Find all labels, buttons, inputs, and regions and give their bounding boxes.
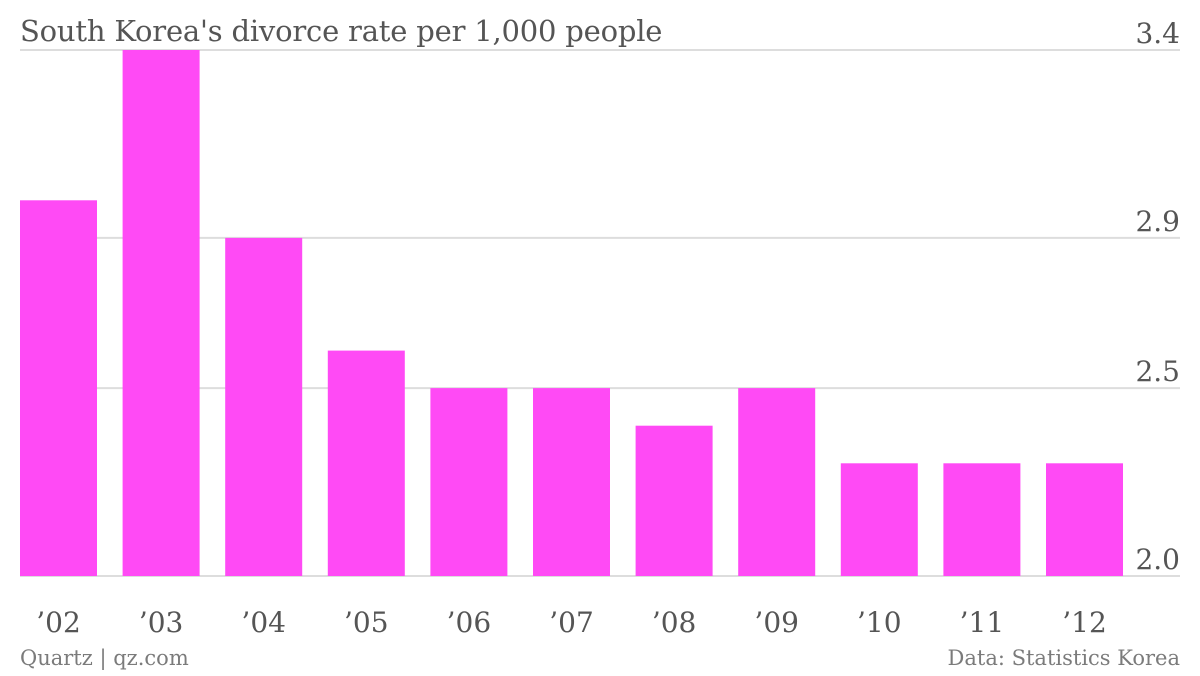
- x-axis-labels: ’02 ’03 ’04 ’05 ’06 ’07 ’08 ’09 ’10 ’11 ’12: [36, 606, 1107, 639]
- bar: [1046, 463, 1123, 576]
- y-tick-label: 2.5: [1135, 355, 1180, 388]
- bar: [738, 388, 816, 576]
- bar: [533, 388, 610, 576]
- bar: [943, 463, 1021, 576]
- bar: [122, 50, 200, 576]
- bar: [635, 425, 713, 576]
- x-tick-label: ’08: [652, 606, 697, 639]
- footer-data-source: Data: Statistics Korea: [947, 646, 1180, 670]
- footer-source-brand: Quartz | qz.com: [20, 646, 189, 670]
- x-tick-label: ’11: [960, 606, 1005, 639]
- x-tick-label: ’05: [344, 606, 389, 639]
- x-tick-label: ’03: [139, 606, 184, 639]
- y-tick-label: 3.4: [1135, 17, 1180, 50]
- chart-title: South Korea's divorce rate per 1,000 peo…: [20, 14, 663, 48]
- y-tick-label: 2.9: [1135, 205, 1180, 238]
- y-tick-label: 2.0: [1135, 543, 1180, 576]
- x-tick-label: ’04: [241, 606, 286, 639]
- x-tick-label: ’10: [857, 606, 902, 639]
- bar: [327, 350, 405, 576]
- bar: [20, 200, 97, 577]
- x-tick-label: ’07: [549, 606, 594, 639]
- y-axis-labels: 3.4 2.9 2.5 2.0: [1135, 17, 1180, 576]
- x-tick-label: ’06: [447, 606, 492, 639]
- bar: [225, 237, 303, 576]
- x-tick-label: ’12: [1062, 606, 1107, 639]
- x-tick-label: ’02: [36, 606, 81, 639]
- bar: [430, 388, 508, 576]
- bar: [840, 463, 918, 576]
- x-tick-label: ’09: [754, 606, 799, 639]
- bars: [20, 50, 1123, 577]
